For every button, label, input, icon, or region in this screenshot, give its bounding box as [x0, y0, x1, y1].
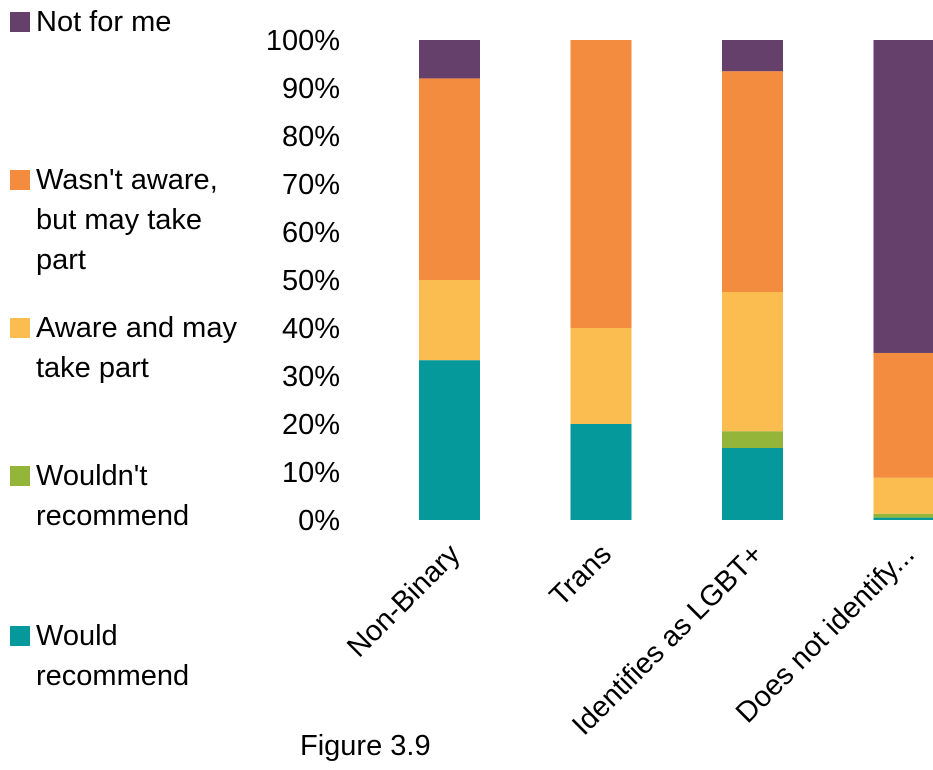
legend-item-wouldnt-recommend: Wouldn't recommend [10, 456, 256, 536]
legend-swatch-not-for-me [10, 12, 30, 32]
bar-segment [873, 513, 933, 518]
figure-caption: Figure 3.9 [300, 730, 431, 762]
bar-segment [722, 448, 783, 520]
x-category-label: Non-Binary [341, 538, 467, 664]
legend-label-not-for-me: Not for me [36, 6, 172, 38]
chart-legend: Not for me Wasn't aware, but may take pa… [0, 0, 270, 720]
bar-segment [873, 352, 933, 478]
bar-segment [419, 78, 480, 281]
legend-item-would-recommend: Would recommend [10, 616, 256, 696]
legend-item-wasnt-aware: Wasn't aware, but may take part [10, 160, 256, 280]
legend-swatch-aware-may-take-part [10, 318, 30, 338]
y-tick-label: 40% [282, 313, 340, 345]
bar-segment [570, 328, 632, 424]
y-tick-label: 70% [282, 169, 340, 201]
y-tick-label: 60% [282, 217, 340, 249]
bar-segment [570, 40, 632, 328]
legend-label-would-recommend: Would recommend [36, 620, 190, 692]
legend-label-wasnt-aware: Wasn't aware, but may take part [36, 164, 218, 276]
legend-label-aware-may-take-part: Aware and may take part [36, 312, 237, 384]
bar-segment [419, 40, 480, 79]
y-tick-label: 80% [282, 121, 340, 153]
bar-segment [873, 40, 933, 353]
legend-item-aware-may-take-part: Aware and may take part [10, 308, 256, 388]
y-tick-label: 0% [298, 505, 340, 537]
bar-segment [419, 280, 480, 361]
bar-segment [570, 424, 632, 520]
bar-segment [419, 360, 480, 520]
y-tick-label: 100% [266, 25, 340, 57]
bar-segment [873, 477, 933, 514]
y-tick-label: 50% [282, 265, 340, 297]
y-tick-label: 90% [282, 73, 340, 105]
bar-segment [722, 292, 783, 432]
bar-segment [722, 431, 783, 448]
y-tick-label: 30% [282, 361, 340, 393]
legend-swatch-wouldnt-recommend [10, 466, 30, 486]
legend-swatch-would-recommend [10, 626, 30, 646]
bar-segment [722, 40, 783, 72]
bar-segment [722, 71, 783, 292]
y-tick-label: 20% [282, 409, 340, 441]
legend-label-wouldnt-recommend: Wouldn't recommend [36, 460, 190, 532]
y-tick-label: 10% [282, 457, 340, 489]
legend-swatch-wasnt-aware [10, 170, 30, 190]
x-category-label: Trans [544, 538, 618, 612]
bar-segment [873, 517, 933, 520]
legend-item-not-for-me: Not for me [10, 2, 256, 42]
